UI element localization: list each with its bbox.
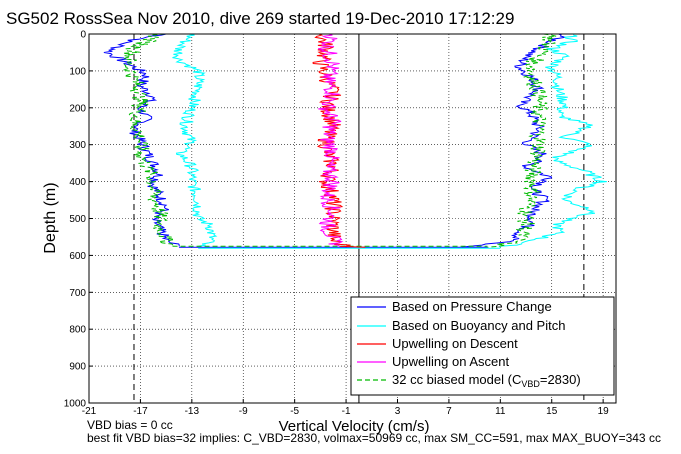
x-axis-label: Vertical Velocity (cm/s) (279, 418, 430, 435)
chart-ticks: -21 -17 -13 -9 -5 -1 3 7 11 15 1901002003004005006… (64, 30, 609, 418)
y-tick-label: 0 (80, 30, 86, 41)
x-tick-label: 15 (546, 406, 558, 417)
footer-vbd-bias: VBD bias = 0 cc (87, 418, 173, 432)
x-tick-label: 11 (495, 406, 506, 417)
x-tick-label: 3 (395, 406, 401, 417)
y-tick-label: 1000 (64, 399, 87, 410)
footer-best-fit: best fit VBD bias=32 implies: C_VBD=2830… (87, 431, 661, 445)
x-tick-label: -1 (342, 406, 351, 417)
series-line-1-descent (172, 33, 218, 247)
x-tick-label: 7 (446, 406, 452, 417)
y-tick-label: 400 (69, 177, 86, 188)
bottom-turn-line (339, 245, 366, 248)
legend: Based on Pressure Change Based on Buoyanc… (350, 296, 615, 396)
y-tick-label: 500 (69, 214, 86, 225)
legend-label-2: Upwelling on Descent (392, 336, 518, 351)
y-tick-label: 600 (69, 251, 86, 262)
legend-label-1: Based on Buoyancy and Pitch (392, 318, 565, 333)
x-tick-label: -21 (82, 406, 97, 417)
x-tick-label: 19 (598, 406, 610, 417)
series-line-4-descent (122, 33, 175, 247)
x-tick-label: -17 (133, 406, 148, 417)
chart-series (103, 33, 607, 403)
chart-title: SG502 RossSea Nov 2010, dive 269 started… (6, 9, 514, 28)
y-tick-label: 900 (69, 362, 86, 373)
legend-label-3: Upwelling on Ascent (392, 354, 509, 369)
series-line-0-ascent (461, 33, 566, 248)
series-line-1-ascent (498, 33, 607, 248)
legend-subscript-tail: =2830) (540, 372, 581, 387)
legend-box (350, 296, 615, 396)
series-line-2 (312, 33, 351, 247)
x-tick-label: -13 (185, 406, 200, 417)
y-tick-label: 800 (69, 325, 86, 336)
series-line-0-descent (103, 33, 180, 247)
legend-label-0: Based on Pressure Change (392, 299, 552, 314)
series-line-3 (317, 33, 344, 247)
x-tick-label: -5 (290, 406, 299, 417)
legend-label-4: 32 cc biased model (CVBD=2830) (392, 372, 581, 389)
legend-subscript: VBD (521, 379, 540, 389)
x-tick-label: -9 (239, 406, 248, 417)
series-line-4-ascent (487, 33, 557, 248)
y-axis-label: Depth (m) (42, 182, 59, 253)
y-tick-label: 300 (69, 140, 86, 151)
y-tick-label: 700 (69, 288, 86, 299)
y-tick-label: 200 (69, 103, 86, 114)
y-tick-label: 100 (69, 66, 86, 77)
